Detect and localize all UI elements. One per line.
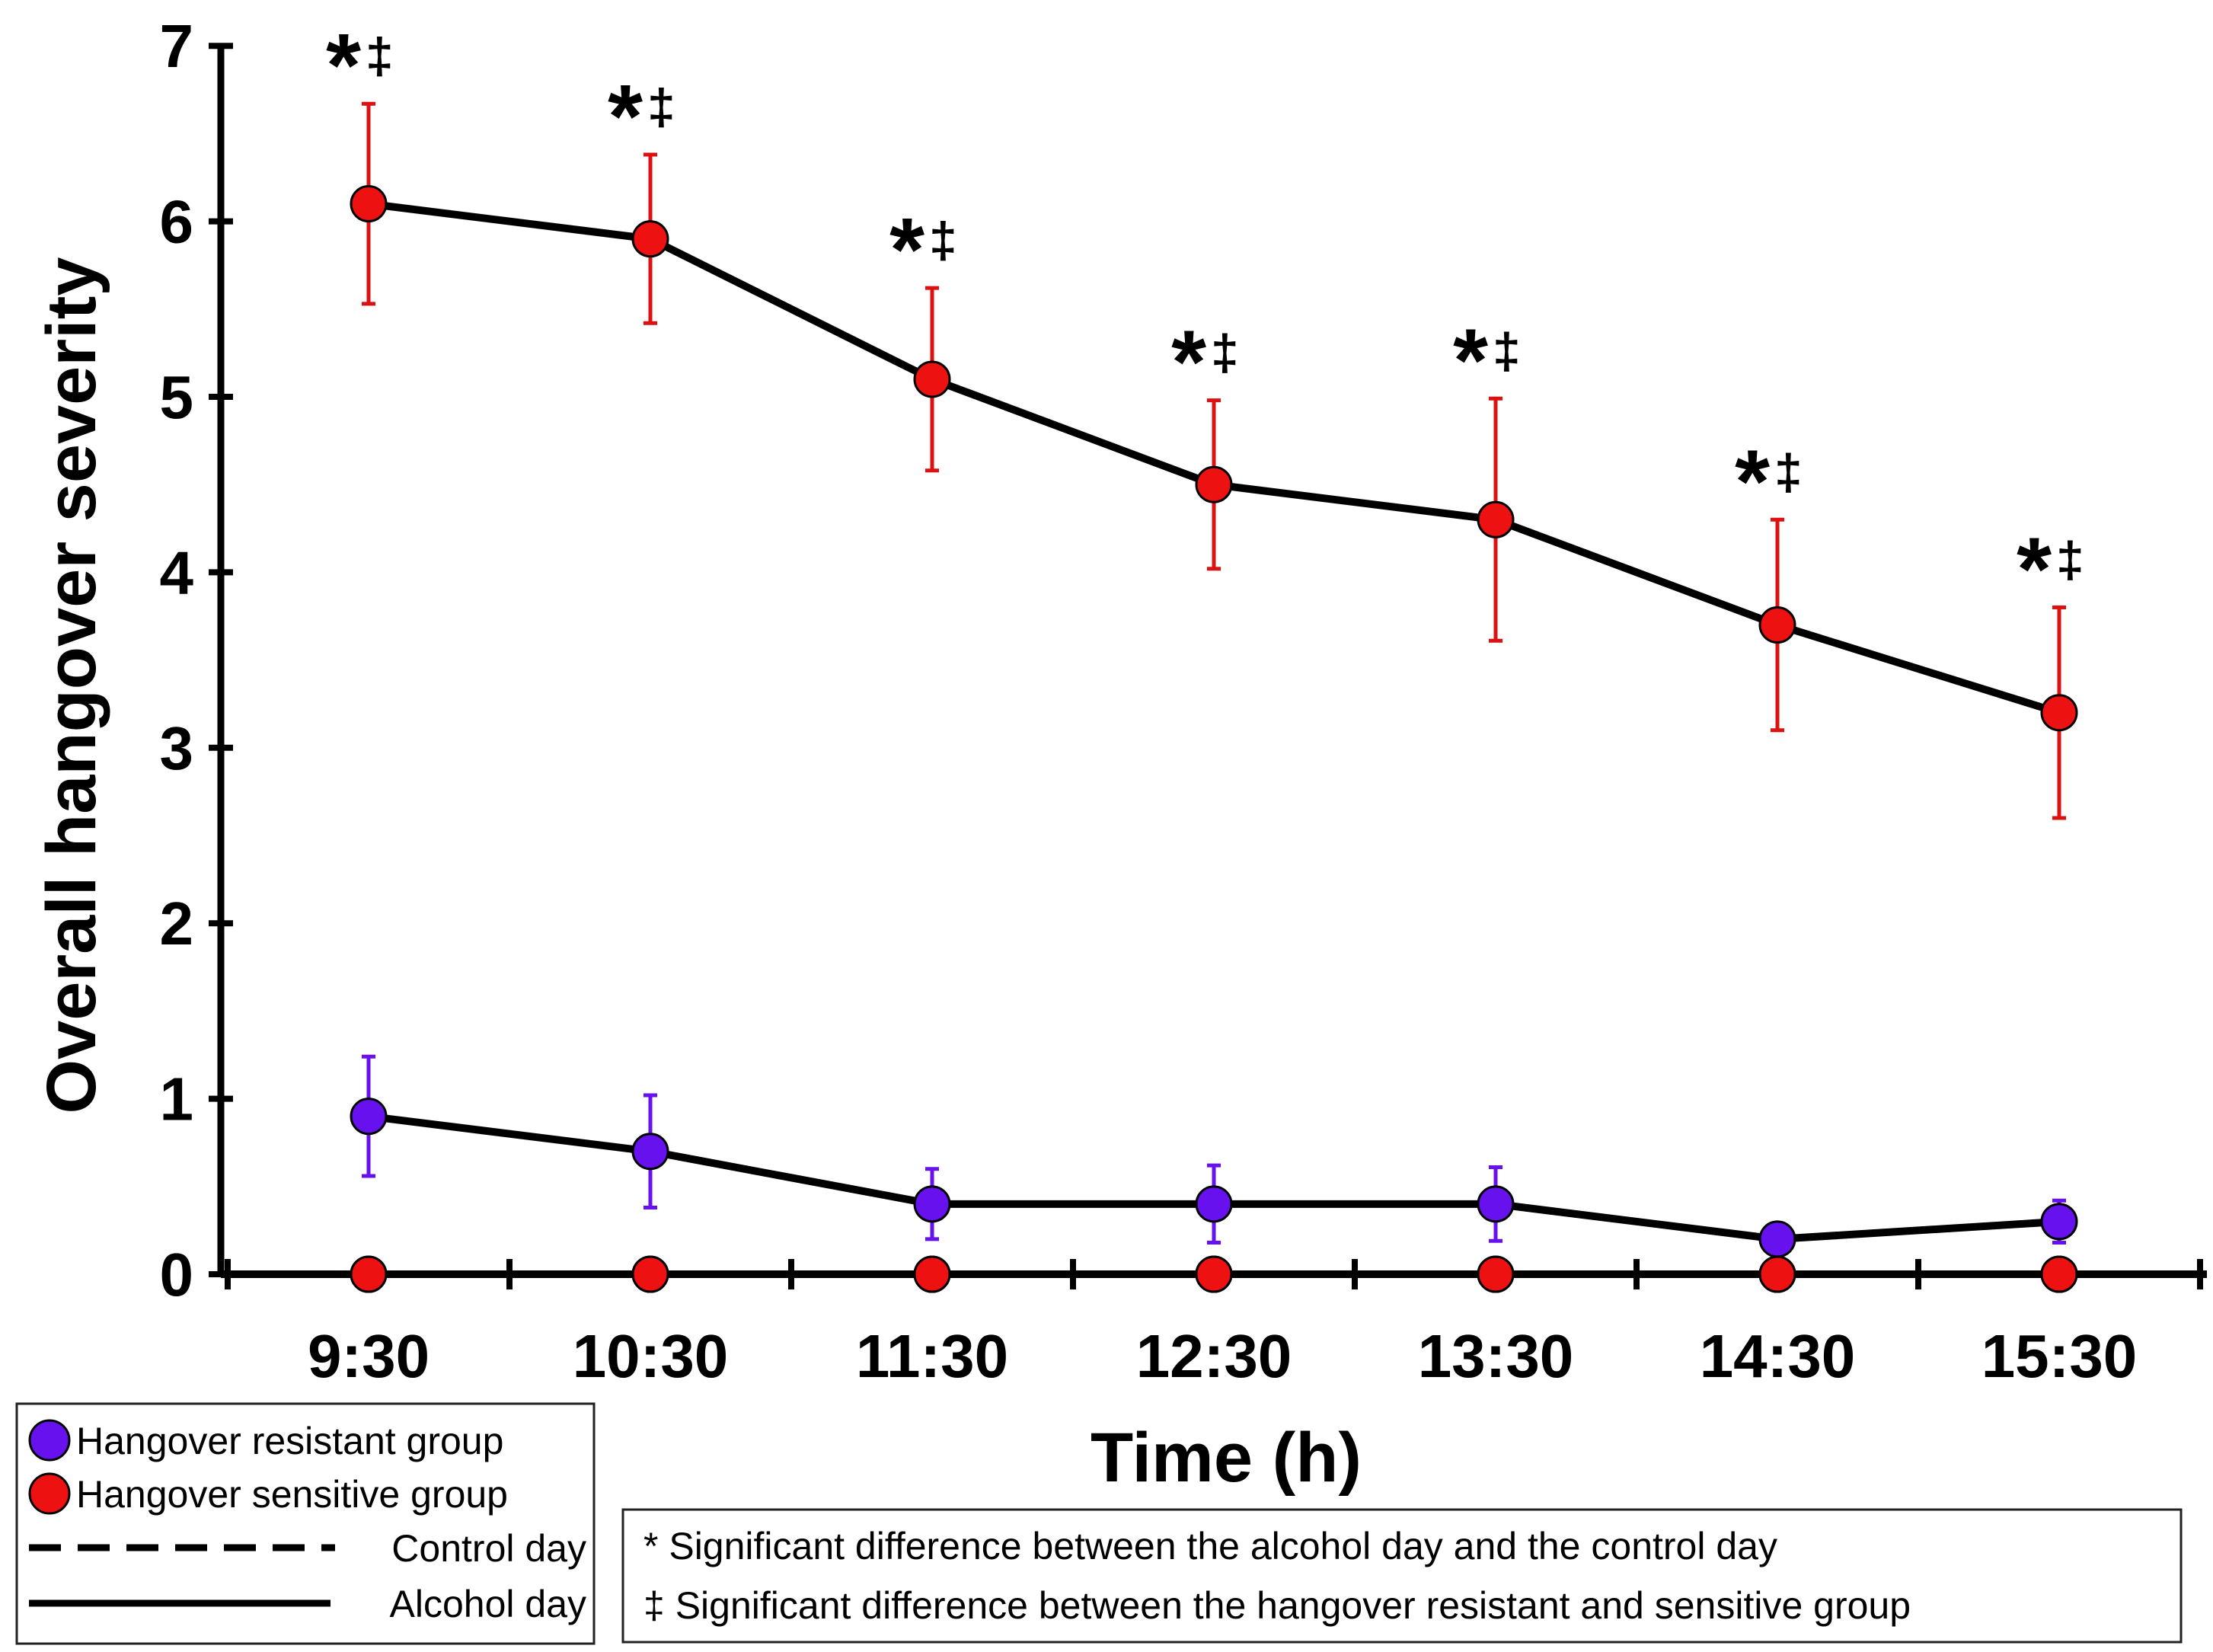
data-point-resistant-alcohol bbox=[1195, 1185, 1233, 1223]
legend: Hangover resistant group Hangover sensit… bbox=[15, 1402, 596, 1645]
data-point-resistant-alcohol bbox=[913, 1185, 951, 1223]
significance-star: * bbox=[889, 200, 924, 300]
data-point-resistant-alcohol bbox=[1758, 1220, 1796, 1258]
y-tick-label: 3 bbox=[160, 714, 194, 782]
x-tick-label: 13:30 bbox=[1418, 1322, 1574, 1390]
plot-area: * ‡* ‡* ‡* ‡ * ‡* ‡* ‡ bbox=[326, 15, 2084, 1293]
x-tick-label: 10:30 bbox=[573, 1322, 729, 1390]
data-point-sensitive-alcohol bbox=[1477, 500, 1515, 538]
data-point-sensitive-control bbox=[631, 1255, 669, 1293]
data-point-resistant-alcohol bbox=[631, 1133, 669, 1171]
data-point-sensitive-control bbox=[913, 1255, 951, 1293]
legend-label-alcohol: Alcohol day bbox=[390, 1583, 587, 1625]
data-point-sensitive-control bbox=[350, 1255, 388, 1293]
significance-dagger: ‡ bbox=[929, 212, 957, 268]
data-point-sensitive-control bbox=[2040, 1255, 2078, 1293]
significance-dagger: ‡ bbox=[1774, 443, 1803, 500]
y-axis-title: Overall hangover severity bbox=[33, 257, 110, 1114]
y-tick-label: 7 bbox=[160, 12, 194, 80]
significance-star: * bbox=[1735, 431, 1770, 532]
data-point-resistant-alcohol bbox=[350, 1098, 388, 1136]
significance-star: * bbox=[1453, 310, 1488, 411]
significance-dagger: ‡ bbox=[1211, 324, 1239, 381]
legend-label-sensitive: Hangover sensitive group bbox=[76, 1473, 508, 1516]
significance-dagger: ‡ bbox=[647, 78, 675, 135]
data-point-sensitive-alcohol bbox=[350, 185, 388, 223]
data-point-sensitive-alcohol bbox=[1195, 465, 1233, 503]
data-point-sensitive-control bbox=[1477, 1255, 1515, 1293]
data-point-sensitive-alcohol bbox=[913, 360, 951, 398]
y-tick-label: 4 bbox=[160, 538, 194, 606]
significance-star: * bbox=[1171, 312, 1206, 413]
data-point-sensitive-control bbox=[1195, 1255, 1233, 1293]
data-point-sensitive-alcohol bbox=[1758, 606, 1796, 644]
notes-box bbox=[621, 1508, 2183, 1644]
significance-dagger: ‡ bbox=[2056, 531, 2084, 587]
data-point-sensitive-alcohol bbox=[2040, 694, 2078, 732]
x-tick-label: 14:30 bbox=[1700, 1322, 1856, 1390]
y-tick-label: 5 bbox=[160, 363, 194, 431]
x-tick-label: 15:30 bbox=[1981, 1322, 2138, 1390]
data-point-resistant-alcohol bbox=[2040, 1203, 2078, 1241]
legend-marker-sensitive bbox=[28, 1472, 71, 1515]
y-tick-label: 6 bbox=[160, 188, 194, 256]
x-tick-label: 12:30 bbox=[1136, 1322, 1292, 1390]
legend-marker-resistant bbox=[28, 1419, 71, 1462]
y-tick-label: 1 bbox=[160, 1066, 194, 1133]
data-point-resistant-alcohol bbox=[1477, 1185, 1515, 1223]
significance-star: * bbox=[608, 66, 643, 167]
y-tick-label: 2 bbox=[160, 890, 194, 957]
note-dagger: ‡ Significant difference between the han… bbox=[643, 1584, 1911, 1627]
x-tick-label: 11:30 bbox=[856, 1322, 1008, 1390]
significance-dagger: ‡ bbox=[366, 27, 394, 84]
significance-star: * bbox=[326, 15, 361, 116]
data-point-sensitive-alcohol bbox=[631, 220, 669, 258]
significance-notes: * Significant difference between the alc… bbox=[621, 1508, 2183, 1644]
x-axis-title: Time (h) bbox=[1091, 1419, 1362, 1497]
legend-label-resistant: Hangover resistant group bbox=[76, 1420, 503, 1462]
note-star: * Significant difference between the alc… bbox=[643, 1525, 1777, 1567]
data-point-sensitive-control bbox=[1758, 1255, 1796, 1293]
significance-dagger: ‡ bbox=[1493, 322, 1521, 379]
significance-star: * bbox=[2017, 519, 2052, 619]
x-tick-label: 9:30 bbox=[308, 1322, 430, 1390]
legend-label-control: Control day bbox=[391, 1527, 586, 1570]
y-tick-label: 0 bbox=[160, 1241, 194, 1308]
